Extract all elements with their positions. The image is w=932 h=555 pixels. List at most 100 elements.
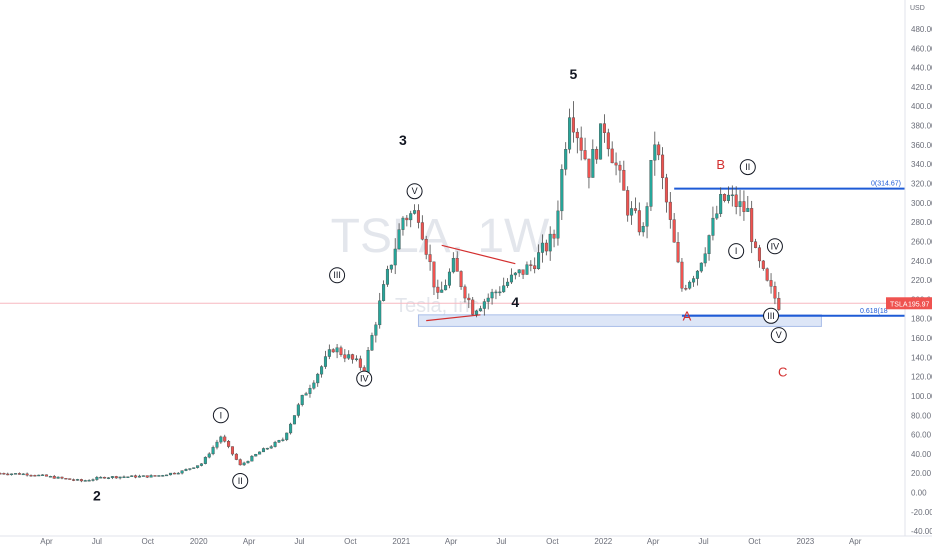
- candle-up: [289, 423, 293, 434]
- candle-down: [436, 286, 440, 293]
- candle-up: [695, 270, 699, 279]
- candle-up: [517, 269, 521, 274]
- candle-down: [610, 148, 614, 164]
- candle-up: [498, 291, 502, 294]
- candle-down: [544, 242, 548, 252]
- time-tick-label: Jul: [698, 537, 708, 546]
- wave-circle-label-III: III: [767, 311, 775, 321]
- candle-up: [556, 210, 560, 239]
- candle-up: [285, 432, 289, 440]
- wave-circle-I: [212, 407, 229, 424]
- wave-circle-V: [770, 327, 787, 344]
- candle-down: [339, 347, 343, 355]
- candle-up: [401, 217, 405, 230]
- candle-down: [754, 241, 758, 248]
- wave-circle-label-III: III: [333, 270, 341, 280]
- candle-down: [52, 476, 56, 479]
- candle-up: [192, 467, 196, 469]
- candle-down: [734, 194, 738, 207]
- candle-up: [370, 335, 374, 351]
- candle-up: [87, 480, 91, 482]
- wave-label-3: 3: [399, 132, 407, 148]
- time-tick-label: 2021: [392, 537, 410, 546]
- candle-up: [265, 447, 269, 450]
- candle-down: [60, 476, 64, 479]
- candle-down: [459, 271, 463, 288]
- candle-down: [405, 217, 409, 221]
- price-axis-ticks[interactable]: 480.00 460.00 440.00 420.00 400.00 380.00 360.…: [911, 25, 932, 536]
- wave-circle-IV: [766, 238, 783, 255]
- candle-down: [750, 208, 754, 242]
- time-tick-label: 2023: [796, 537, 814, 546]
- candle-up: [730, 194, 734, 197]
- candle-up: [83, 480, 87, 482]
- price-tick-label: 400.00: [911, 102, 932, 111]
- time-tick-label: Jul: [294, 537, 304, 546]
- candle-up: [122, 476, 126, 479]
- candle-up: [168, 472, 173, 476]
- wave-label-C: C: [778, 365, 787, 380]
- candle-down: [238, 459, 242, 466]
- candle-up: [378, 300, 382, 326]
- time-tick-label: 2020: [190, 537, 208, 546]
- candle-down: [684, 288, 688, 290]
- candle-down: [521, 269, 525, 275]
- candle-up: [335, 347, 339, 353]
- candle-up: [548, 233, 552, 252]
- candle-down: [0, 473, 2, 475]
- candle-up: [413, 210, 417, 214]
- candle-down: [79, 479, 83, 482]
- candle-up: [591, 149, 595, 178]
- candle-down: [633, 208, 637, 211]
- wave-circle-label-II: II: [745, 162, 750, 172]
- candle-up: [649, 159, 653, 207]
- candle-down: [428, 254, 432, 263]
- candle-up: [269, 446, 273, 449]
- wave-label-4: 4: [511, 294, 519, 310]
- price-tick-label: 220.00: [911, 276, 932, 285]
- candle-up: [106, 477, 111, 479]
- candle-up: [95, 477, 99, 480]
- candle-up: [21, 473, 25, 476]
- candle-up: [10, 473, 14, 476]
- candle-down: [742, 201, 746, 212]
- candle-down: [602, 123, 606, 133]
- candle-up: [157, 475, 161, 477]
- candle-up: [699, 262, 703, 272]
- wave-label-5: 5: [570, 66, 578, 82]
- candle-up: [525, 264, 529, 275]
- candle-up: [494, 291, 498, 294]
- candle-down: [153, 475, 157, 477]
- candle-up: [715, 213, 719, 219]
- candle-down: [358, 358, 362, 368]
- wave-circle-II: [739, 159, 756, 176]
- price-tick-label: 300.00: [911, 199, 932, 208]
- candle-down: [723, 194, 727, 201]
- triangle-line-1: [441, 244, 516, 265]
- time-axis-ticks[interactable]: Apr Jul Oct 2020 Apr Jul Oct 2021 Apr Jul Oct 2022 A…: [40, 537, 861, 546]
- candle-up: [312, 382, 316, 389]
- candle-down: [343, 354, 347, 359]
- time-tick-label: 2022: [594, 537, 612, 546]
- candle-up: [444, 285, 448, 291]
- candle-up: [203, 456, 207, 464]
- candle-up: [320, 366, 324, 375]
- candle-up: [385, 268, 389, 285]
- watermark-company: Tesla, Inc.: [395, 295, 485, 317]
- candle-up: [509, 274, 513, 283]
- wave-circle-I: [728, 243, 745, 260]
- candle-down: [432, 261, 436, 288]
- candle-up: [688, 281, 692, 289]
- candle-down: [331, 349, 335, 353]
- candle-down: [765, 268, 769, 281]
- candle-down: [657, 144, 661, 156]
- wave-circle-label-I: I: [735, 246, 738, 256]
- time-tick-label: Oct: [142, 537, 155, 546]
- last-price-ticker: TSLA: [890, 301, 908, 308]
- candle-up: [382, 284, 386, 301]
- candle-up: [261, 448, 265, 453]
- candle-down: [637, 210, 641, 233]
- candle-down: [757, 247, 761, 262]
